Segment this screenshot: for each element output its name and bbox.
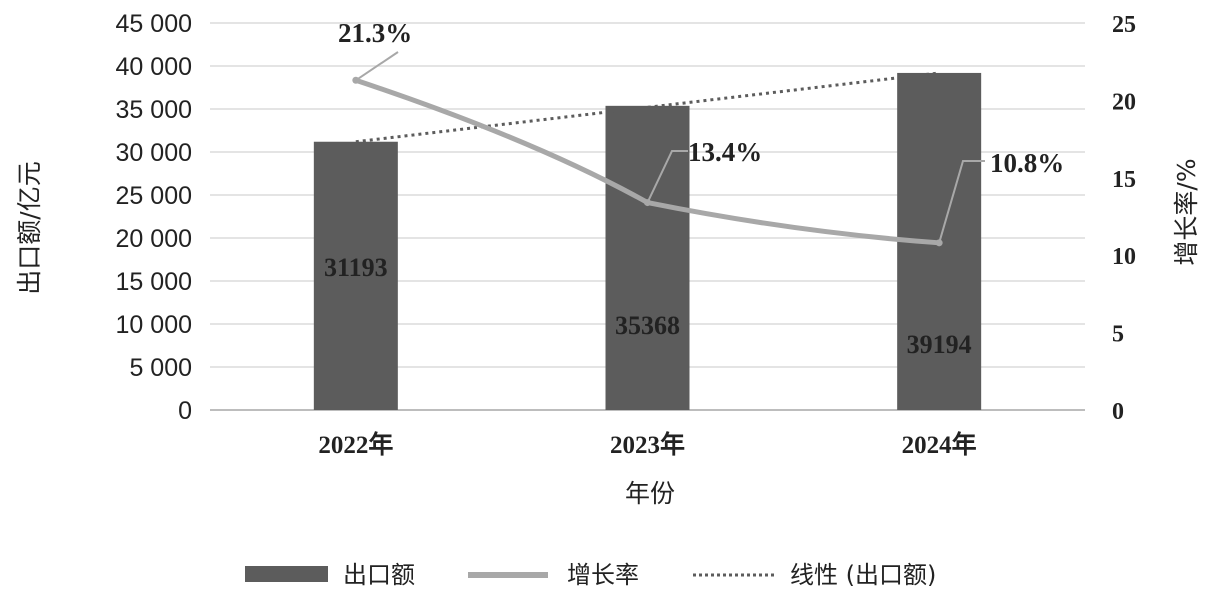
- y-left-tick-label: 15 000: [116, 268, 192, 296]
- rate-label-leader: [938, 160, 985, 244]
- y-axis-left-ticks: 0 5 000 10 000 15 000 20 000 25 000 30 000 35 0…: [116, 10, 192, 425]
- y-axis-right-title: 增长率/%: [1172, 158, 1201, 265]
- x-tick-label: 2022年: [318, 430, 393, 459]
- legend: 出口额 增长率 线性 (出口额): [245, 561, 936, 589]
- legend-label-trend: 线性 (出口额): [790, 561, 936, 589]
- y-left-tick-label: 25 000: [116, 182, 192, 210]
- x-axis-ticks: 2022年 2023年 2024年: [318, 430, 976, 459]
- y-axis-left-title: 出口额/亿元: [15, 161, 44, 294]
- bar-data-label: 35368: [615, 311, 680, 340]
- y-left-tick-label: 40 000: [116, 53, 192, 81]
- y-right-tick-label: 5: [1112, 322, 1124, 348]
- rate-data-label: 10.8%: [990, 148, 1064, 178]
- y-left-tick-label: 35 000: [116, 96, 192, 124]
- bar: [313, 141, 398, 410]
- bar-labels: 31193 35368 39194: [324, 253, 972, 359]
- y-right-tick-label: 10: [1112, 244, 1136, 270]
- y-right-tick-label: 20: [1112, 89, 1136, 115]
- y-left-tick-label: 30 000: [116, 139, 192, 167]
- y-left-tick-label: 0: [178, 397, 192, 425]
- legend-label-growth: 增长率: [567, 561, 639, 589]
- bar: [605, 105, 690, 410]
- y-left-tick-label: 20 000: [116, 225, 192, 253]
- y-left-tick-label: 10 000: [116, 311, 192, 339]
- rate-label-leader: [646, 150, 688, 203]
- x-tick-label: 2024年: [902, 430, 977, 459]
- y-right-tick-label: 0: [1112, 399, 1124, 425]
- bar-data-label: 31193: [324, 253, 388, 282]
- y-right-tick-label: 15: [1112, 167, 1136, 193]
- rate-label-leader: [355, 51, 399, 82]
- y-right-tick-label: 25: [1112, 12, 1136, 38]
- rate-data-label: 21.3%: [338, 18, 412, 48]
- growth-rate-labels: 21.3% 13.4% 10.8%: [338, 18, 1064, 244]
- x-tick-label: 2023年: [610, 430, 685, 459]
- bars: [313, 72, 982, 410]
- legend-swatch-export: [245, 566, 328, 582]
- legend-label-export: 出口额: [343, 561, 415, 589]
- x-axis-title: 年份: [625, 479, 675, 508]
- y-left-tick-label: 45 000: [116, 10, 192, 38]
- bar-data-label: 39194: [907, 330, 972, 359]
- y-left-tick-label: 5 000: [129, 354, 192, 382]
- y-axis-right-ticks: 0 5 10 15 20 25: [1112, 12, 1136, 425]
- rate-data-label: 13.4%: [688, 137, 762, 167]
